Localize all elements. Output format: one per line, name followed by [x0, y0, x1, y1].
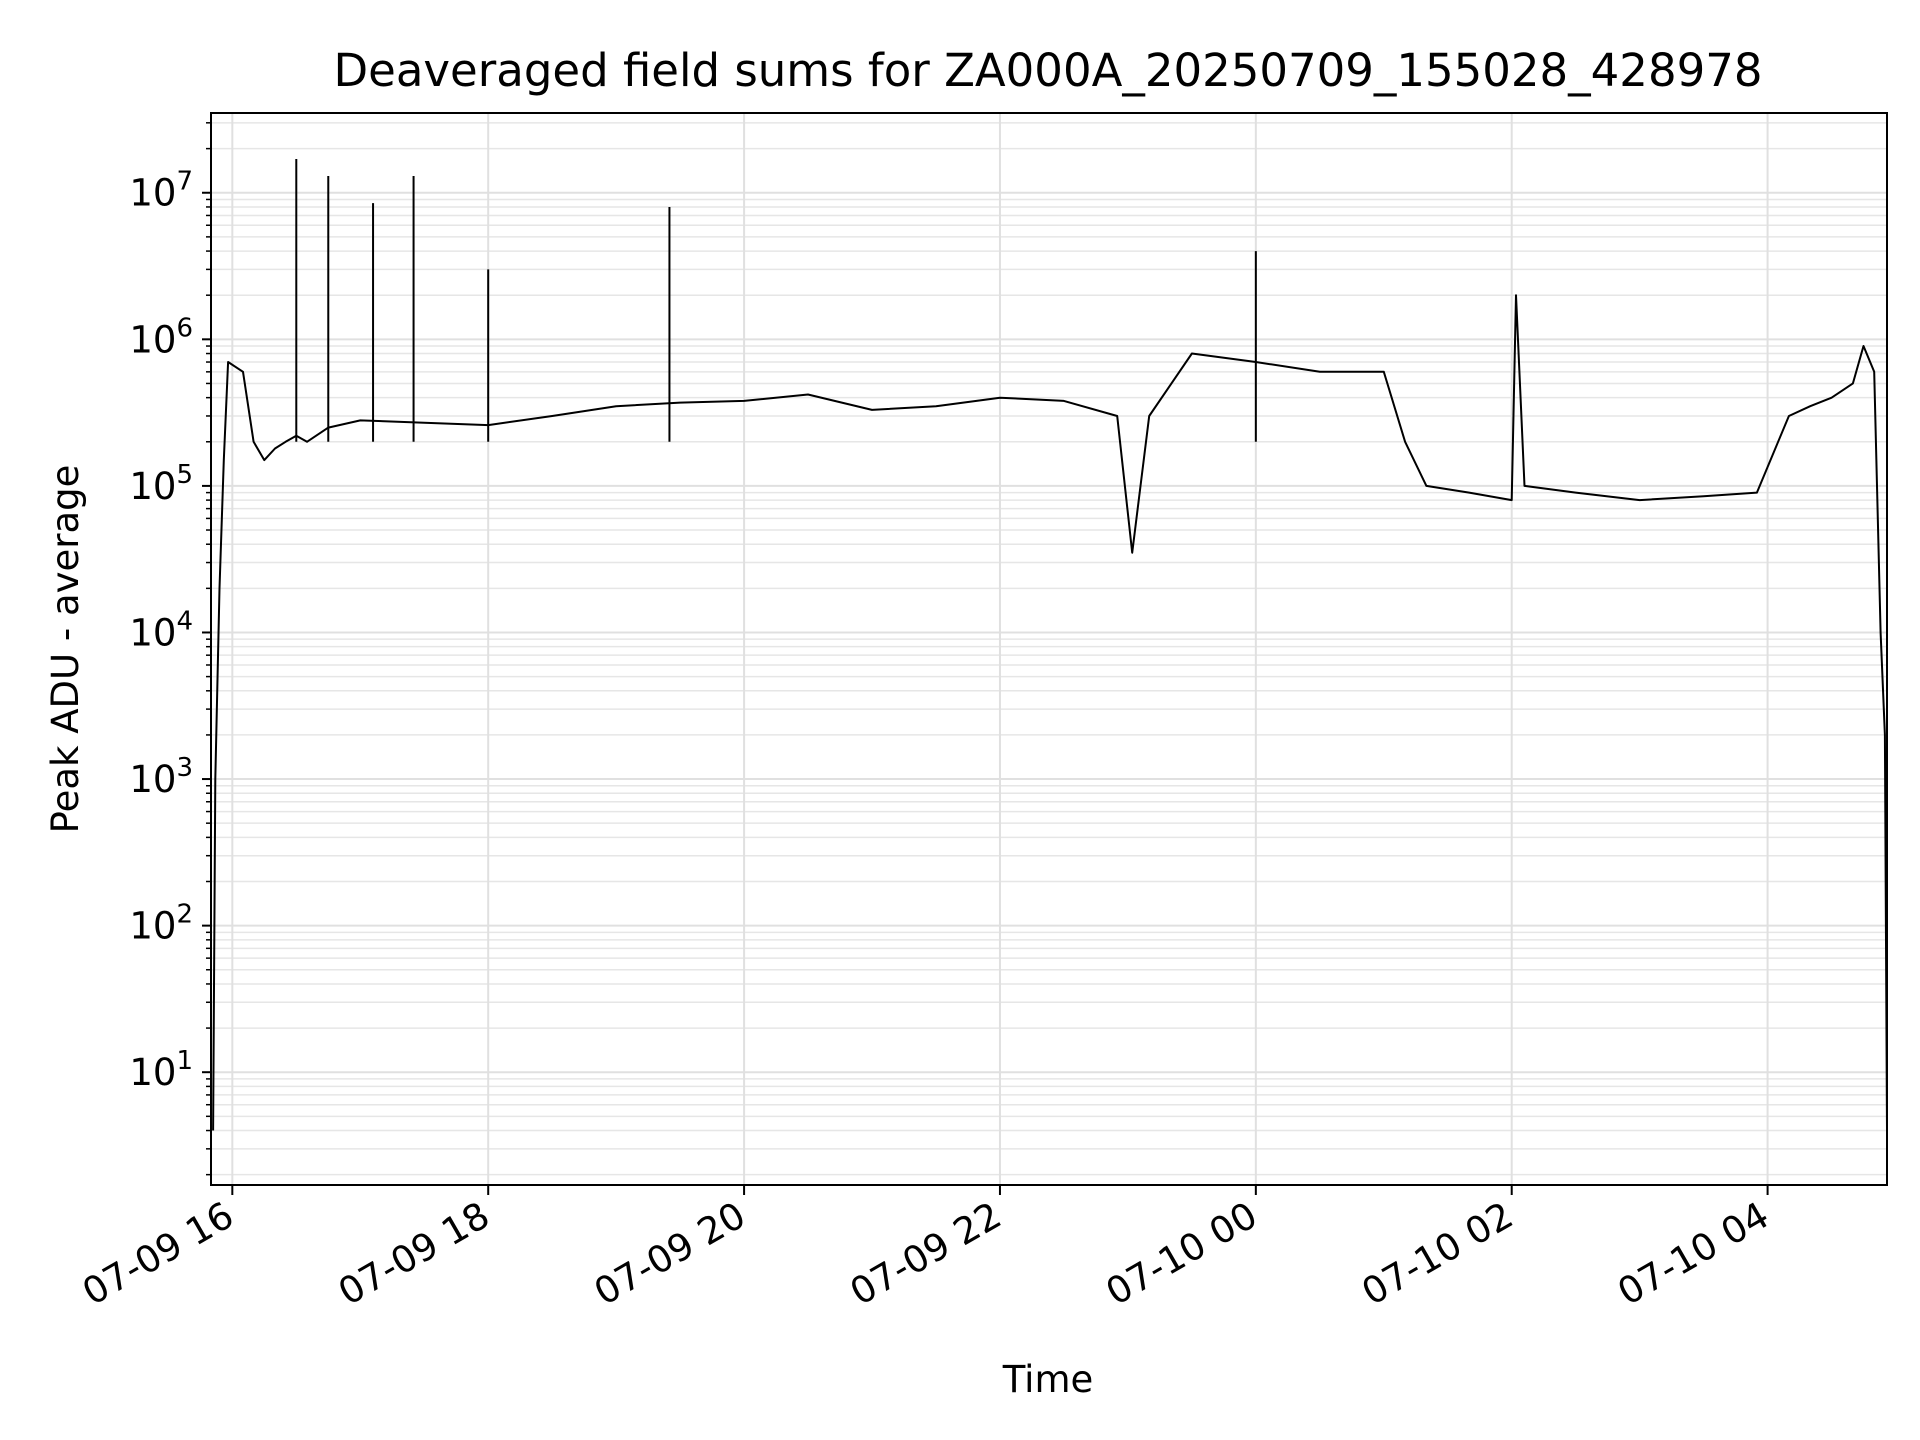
y-tick-label: 103: [129, 753, 193, 801]
y-tick-label: 107: [129, 167, 193, 215]
y-axis: 101 102 103 104 105 106 107: [129, 122, 211, 1176]
plot-frame: [210, 112, 1888, 1186]
y-tick-label: 102: [129, 900, 193, 948]
y-tick-label: 101: [129, 1046, 193, 1094]
y-axis-label: Peak ADU - average: [44, 465, 87, 834]
x-axis-label: Time: [1002, 1358, 1094, 1401]
y-tick-label: 105: [129, 460, 193, 508]
y-tick-label: 104: [129, 606, 193, 654]
y-tick-label: 106: [129, 313, 193, 361]
chart-title: Deaveraged field sums for ZA000A_2025070…: [334, 44, 1763, 97]
series-group: [212, 158, 1888, 1131]
grid: [211, 113, 1887, 1185]
series-line: [212, 294, 1888, 1131]
